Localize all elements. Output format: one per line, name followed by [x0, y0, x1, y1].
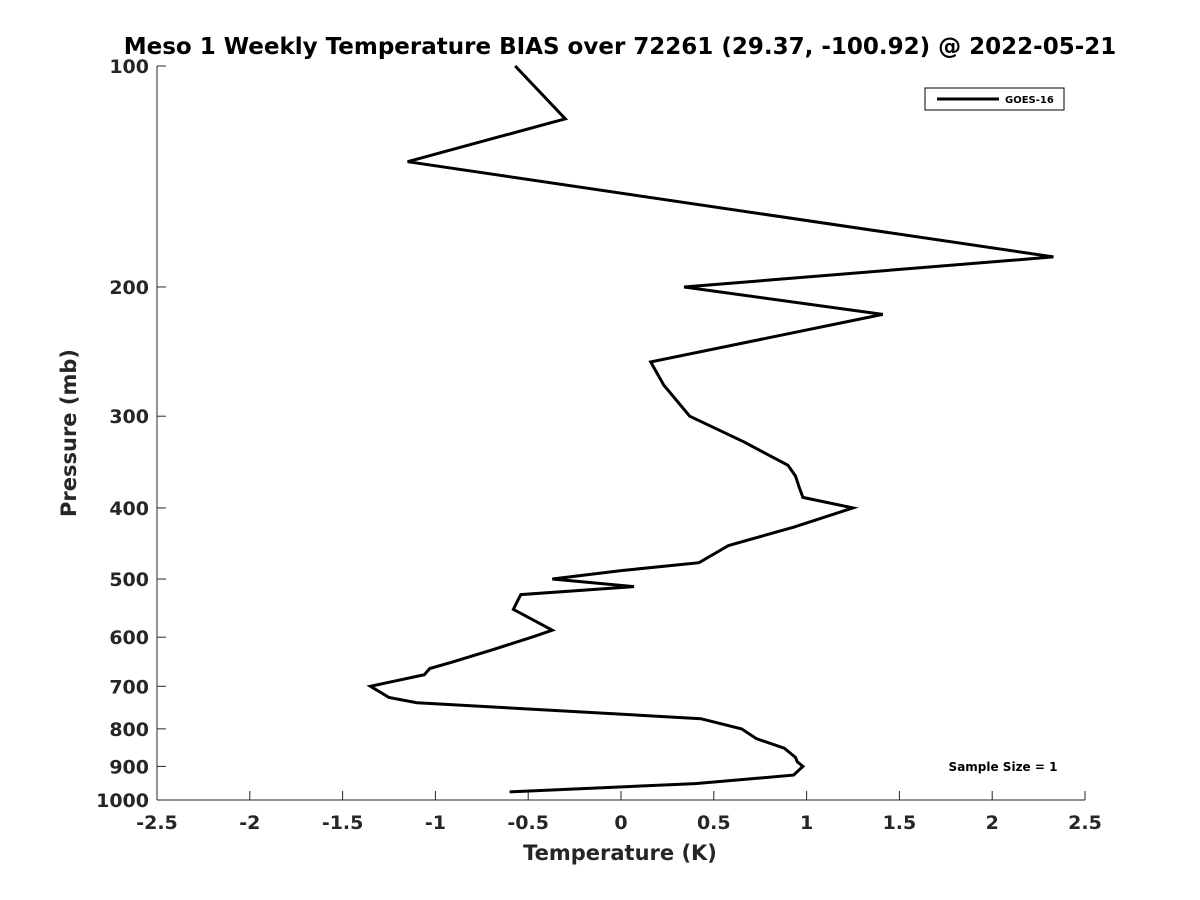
y-tick-label: 400 — [109, 498, 149, 520]
y-tick-label: 100 — [109, 56, 149, 78]
sample-size-annotation: Sample Size = 1 — [949, 760, 1058, 774]
x-tick-label: -1 — [425, 812, 446, 834]
x-tick-label: 1.5 — [883, 812, 917, 834]
y-tick-label: 1000 — [96, 790, 149, 812]
y-tick-label: 600 — [109, 627, 149, 649]
x-tick-label: 0.5 — [697, 812, 731, 834]
axes: -2.5 -2 -1.5 -1 -0.5 0 0.5 1 1.5 2 2.5 100 200 300 400… — [96, 56, 1102, 834]
x-tick-label: 2.5 — [1068, 812, 1102, 834]
series-layer — [366, 64, 1054, 794]
x-tick-label: -0.5 — [507, 812, 549, 834]
y-tick-label: 300 — [109, 406, 149, 428]
x-axis-label: Temperature (K) — [523, 841, 717, 865]
y-tick-label: 700 — [109, 676, 149, 698]
x-tick-label: -1.5 — [322, 812, 364, 834]
y-tick-label: 900 — [109, 756, 149, 778]
x-tick-label: -2 — [239, 812, 260, 834]
x-tick-label: -2.5 — [136, 812, 178, 834]
x-tick-label: 0 — [614, 812, 627, 834]
chart-title: Meso 1 Weekly Temperature BIAS over 7226… — [124, 34, 1117, 60]
y-axis-label: Pressure (mb) — [57, 349, 81, 517]
x-tick-label: 2 — [986, 812, 999, 834]
legend-label-goes-16: GOES-16 — [1005, 95, 1054, 106]
y-tick-label: 800 — [109, 719, 149, 741]
x-tick-label: 1 — [800, 812, 813, 834]
legend: GOES-16 — [924, 87, 1065, 111]
series-line-goes-16 — [366, 64, 1054, 794]
y-tick-label: 200 — [109, 277, 149, 299]
y-tick-label: 500 — [109, 569, 149, 591]
